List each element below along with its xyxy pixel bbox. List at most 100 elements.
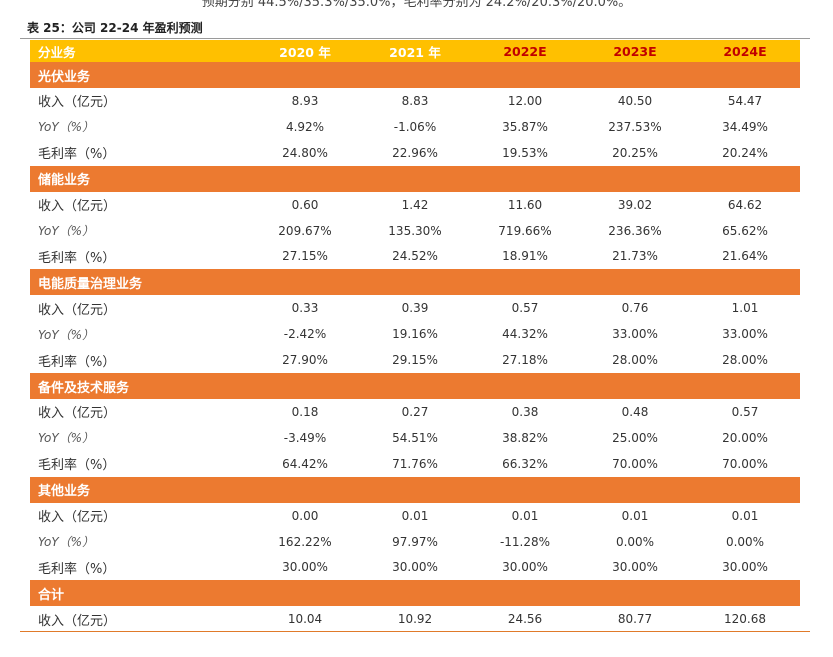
table-cell: 30.00%	[612, 560, 658, 575]
table-cell: 209.67%	[278, 223, 332, 238]
table-cell: 20.24%	[722, 145, 768, 160]
section-row: 其他业务	[30, 476, 800, 503]
row-label: YoY（%）	[38, 120, 95, 135]
table-cell: 10.92	[397, 612, 433, 627]
table-cell: 70.00%	[612, 456, 658, 471]
table-row: 收入（亿元） 0.60 1.42 11.60 39.02 64.62	[30, 192, 800, 218]
section-title: 储能业务	[30, 165, 800, 192]
table-cell: 237.53%	[608, 119, 662, 134]
table-cell: 66.32%	[502, 456, 548, 471]
table-cell: 0.01	[511, 508, 539, 523]
table-caption: 表 25：公司 22-24 年盈利预测	[27, 21, 203, 35]
table-row: YoY（%） -2.42% 19.16% 44.32% 33.00% 33.00%	[30, 321, 800, 347]
table-cell: 20.25%	[612, 145, 658, 160]
section-title: 电能质量治理业务	[30, 269, 800, 296]
section-title: 光伏业务	[30, 62, 800, 88]
table-cell: 54.51%	[392, 430, 438, 445]
table-cell: 28.00%	[722, 353, 768, 368]
section-row: 备件及技术服务	[30, 373, 800, 400]
table-cell: 11.60	[507, 197, 543, 212]
table-row: YoY（%） 209.67% 135.30% 719.66% 236.36% 65.62%	[30, 218, 800, 244]
table-row: 毛利率（%） 24.80% 22.96% 19.53% 20.25% 20.24%	[30, 140, 800, 166]
table-cell: 30.00%	[282, 560, 328, 575]
header-cell: 2021 年	[360, 40, 470, 62]
table-cell: 162.22%	[278, 534, 332, 549]
table-cell: 0.57	[511, 301, 539, 316]
table-row: 收入（亿元） 10.04 10.92 24.56 80.77 120.68	[30, 606, 800, 632]
table-cell: 20.00%	[722, 430, 768, 445]
table-cell: 71.76%	[392, 456, 438, 471]
table-row: YoY（%） 4.92% -1.06% 35.87% 237.53% 34.49%	[30, 114, 800, 140]
row-label: 毛利率（%）	[38, 147, 116, 163]
table-cell: 0.48	[621, 404, 649, 419]
row-label: 毛利率（%）	[38, 250, 116, 266]
table-cell: 135.30%	[388, 223, 442, 238]
table-cell: 24.80%	[282, 145, 328, 160]
table-bottom-rule	[20, 631, 810, 632]
table-cell: 21.73%	[612, 249, 658, 264]
table-row: 毛利率（%） 30.00% 30.00% 30.00% 30.00% 30.00%	[30, 554, 800, 580]
table-cell: 0.00	[291, 508, 319, 523]
table-cell: 35.87%	[502, 119, 548, 134]
header-cell: 分业务	[30, 40, 250, 62]
table-cell: 1.01	[731, 301, 759, 316]
table-row: 毛利率（%） 27.90% 29.15% 27.18% 28.00% 28.00%	[30, 347, 800, 373]
row-label: 收入（亿元）	[38, 406, 117, 422]
table-row: 毛利率（%） 27.15% 24.52% 18.91% 21.73% 21.64%	[30, 243, 800, 269]
table-cell: -3.49%	[283, 430, 327, 445]
row-label: 收入（亿元）	[38, 302, 117, 318]
table-cell: 0.01	[621, 508, 649, 523]
table-cell: 0.33	[291, 301, 319, 316]
header-cell: 2022E	[470, 40, 580, 62]
table-cell: 120.68	[724, 612, 766, 627]
table-cell: 4.92%	[285, 119, 325, 134]
table-cell: 18.91%	[502, 249, 548, 264]
header-cell: 2024E	[690, 40, 800, 62]
row-label: 收入（亿元）	[38, 613, 117, 629]
header-cell: 2023E	[580, 40, 690, 62]
table-cell: 236.36%	[608, 223, 662, 238]
previous-paragraph-fragment: 预期分别 44.5%/35.3%/35.0%，毛利率分别为 24.2%/20.3…	[201, 0, 632, 10]
earnings-forecast-table: 分业务 2020 年 2021 年 2022E 2023E 2024E 光伏业务…	[30, 40, 800, 632]
table-cell: 34.49%	[722, 119, 768, 134]
table-cell: 33.00%	[612, 327, 658, 342]
table-cell: 97.97%	[392, 534, 438, 549]
table-cell: 27.18%	[502, 353, 548, 368]
table-cell: 12.00	[507, 93, 543, 108]
table-cell: 28.00%	[612, 353, 658, 368]
table-cell: 0.01	[401, 508, 429, 523]
table-cell: 54.47	[727, 93, 763, 108]
table-cell: 8.83	[401, 93, 429, 108]
table-cell: 70.00%	[722, 456, 768, 471]
table-cell: 0.60	[291, 197, 319, 212]
section-row: 合计	[30, 580, 800, 607]
table-cell: 24.52%	[392, 249, 438, 264]
row-label: 收入（亿元）	[38, 95, 117, 111]
section-title: 合计	[30, 580, 800, 607]
table-cell: 719.66%	[498, 223, 552, 238]
table-cell: 0.18	[291, 404, 319, 419]
row-label: YoY（%）	[38, 431, 95, 446]
table-cell: 25.00%	[612, 430, 658, 445]
section-row: 储能业务	[30, 165, 800, 192]
row-label: 毛利率（%）	[38, 458, 116, 474]
section-title: 其他业务	[30, 476, 800, 503]
table-cell: 24.56	[507, 612, 543, 627]
table-top-rule	[20, 38, 810, 39]
table-row: 收入（亿元） 8.93 8.83 12.00 40.50 54.47	[30, 88, 800, 114]
table-cell: 0.27	[401, 404, 429, 419]
table-cell: 19.16%	[392, 327, 438, 342]
table-cell: 0.39	[401, 301, 429, 316]
table-cell: 27.90%	[282, 353, 328, 368]
table-cell: 44.32%	[502, 327, 548, 342]
table-header-row: 分业务 2020 年 2021 年 2022E 2023E 2024E	[30, 40, 800, 62]
table-row: YoY（%） -3.49% 54.51% 38.82% 25.00% 20.00%	[30, 425, 800, 451]
table-cell: 30.00%	[392, 560, 438, 575]
section-row: 光伏业务	[30, 62, 800, 88]
table-cell: 10.04	[287, 612, 323, 627]
table-row: YoY（%） 162.22% 97.97% -11.28% 0.00% 0.00%	[30, 529, 800, 555]
section-title: 备件及技术服务	[30, 373, 800, 400]
table-cell: -11.28%	[499, 534, 551, 549]
table-cell: 27.15%	[282, 249, 328, 264]
table-cell: 21.64%	[722, 249, 768, 264]
